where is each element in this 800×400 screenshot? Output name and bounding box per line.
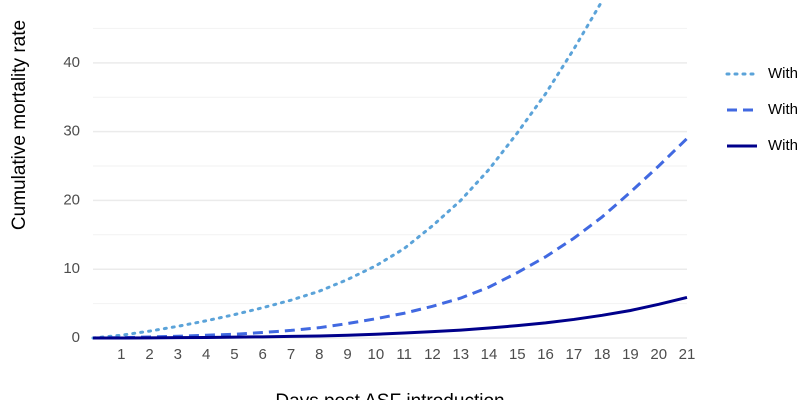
x-tick-label: 4 <box>202 346 210 363</box>
x-tick-label: 2 <box>145 346 153 363</box>
y-tick-label: 20 <box>63 191 80 208</box>
x-tick-label: 18 <box>594 346 611 363</box>
x-tick-label: 5 <box>230 346 238 363</box>
legend-label: With <box>768 137 798 154</box>
x-tick-label: 7 <box>287 346 295 363</box>
y-axis-title: Cumulative mortality rate <box>9 20 30 230</box>
x-tick-label: 20 <box>650 346 667 363</box>
x-tick-label: 16 <box>537 346 554 363</box>
x-tick-label: 15 <box>509 346 526 363</box>
x-tick-label: 8 <box>315 346 323 363</box>
y-tick-label: 40 <box>63 54 80 71</box>
y-tick-label: 0 <box>72 329 80 346</box>
x-tick-label: 17 <box>566 346 583 363</box>
x-tick-label: 10 <box>368 346 385 363</box>
y-tick-label: 30 <box>63 123 80 140</box>
x-tick-label: 6 <box>259 346 267 363</box>
x-tick-label: 13 <box>452 346 469 363</box>
line-series <box>91 0 604 340</box>
x-axis-title: Days post ASF introduction <box>275 391 504 400</box>
x-tick-label: 12 <box>424 346 441 363</box>
x-tick-label: 14 <box>481 346 498 363</box>
x-tick-label: 19 <box>622 346 639 363</box>
legend-label: With <box>768 101 798 118</box>
x-tick-label: 3 <box>174 346 182 363</box>
y-tick-label: 10 <box>63 260 80 277</box>
line-series <box>92 137 689 340</box>
legend-label: With <box>768 65 798 82</box>
x-tick-label: 21 <box>679 346 696 363</box>
x-tick-label: 9 <box>343 346 351 363</box>
x-tick-label: 1 <box>117 346 125 363</box>
line-series <box>93 295 688 340</box>
x-tick-label: 11 <box>396 346 412 363</box>
